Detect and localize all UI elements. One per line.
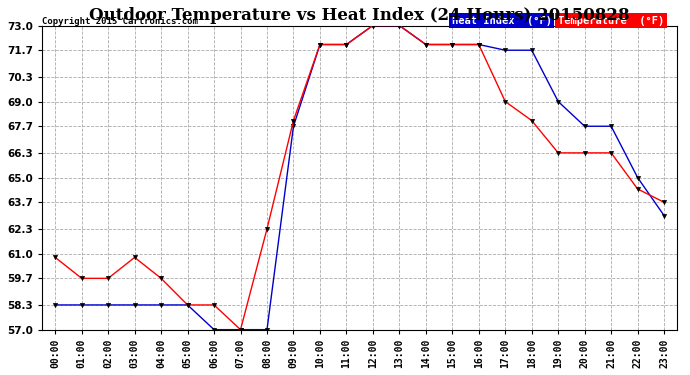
Title: Outdoor Temperature vs Heat Index (24 Hours) 20150828: Outdoor Temperature vs Heat Index (24 Ho… xyxy=(89,7,630,24)
Text: Temperature  (°F): Temperature (°F) xyxy=(558,15,664,26)
Text: Heat Index  (°F): Heat Index (°F) xyxy=(452,15,552,26)
Text: Copyright 2015 Cartronics.com: Copyright 2015 Cartronics.com xyxy=(42,16,198,26)
